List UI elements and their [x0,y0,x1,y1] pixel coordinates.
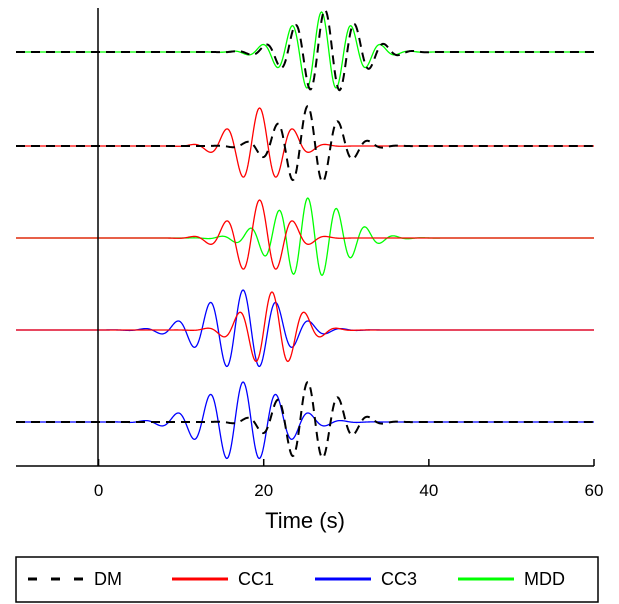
trace-2 [16,104,594,183]
series-line-cc1 [16,107,594,178]
trace-3 [16,197,594,276]
x-axis-title: Time (s) [265,508,345,533]
x-tick-label: 40 [419,481,438,500]
legend-label-cc1: CC1 [238,569,274,589]
trace-5 [16,380,594,460]
series-line-cc1 [16,291,594,363]
series-line-dm [16,8,594,92]
series-line-mdd [16,11,594,89]
trace-4 [16,289,594,368]
trace-1 [16,8,594,92]
series-line-dm [16,104,594,183]
x-tick-label: 0 [94,481,103,500]
x-ticks: 0 20 40 60 [94,459,604,500]
legend-label-cc3: CC3 [381,569,417,589]
legend-label-dm: DM [94,569,122,589]
legend: DM CC1 CC3 MDD [28,569,565,589]
series-line-dm [16,380,594,459]
series-line-cc1 [16,199,594,270]
legend-label-mdd: MDD [524,569,565,589]
x-tick-label: 60 [585,481,604,500]
x-tick-label: 20 [254,481,273,500]
series-line-cc3 [16,381,594,460]
series-line-mdd [16,197,594,276]
traces-layer [16,8,594,460]
series-line-cc3 [16,289,594,368]
